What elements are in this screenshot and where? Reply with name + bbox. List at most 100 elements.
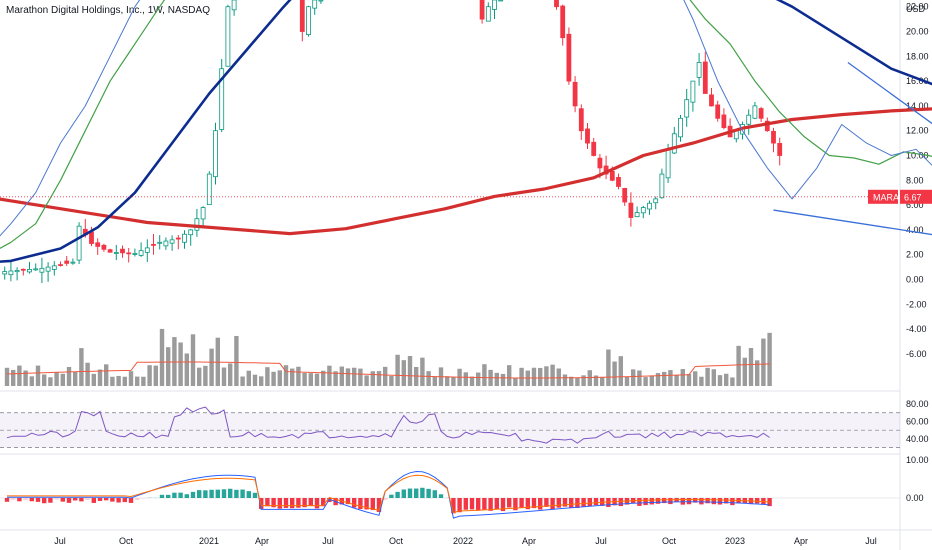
volume-bar [445, 376, 450, 386]
volume-bar [469, 376, 475, 386]
volume-bar [29, 376, 34, 386]
wedge-upper-trendline [847, 61, 932, 125]
candle-body [696, 62, 702, 78]
time-tick-label: 2022 [453, 536, 473, 546]
candle-body [58, 264, 63, 266]
candle-body [647, 202, 652, 210]
macd-histogram-bar [513, 498, 518, 511]
candle-body [101, 244, 107, 250]
volume-bar [556, 368, 561, 386]
volume-bar [575, 377, 580, 386]
candle-body [51, 265, 57, 270]
volume-bar [73, 371, 78, 386]
macd-histogram-bar [569, 498, 574, 508]
last-price-badge [900, 189, 932, 204]
macd-histogram-bar [97, 498, 103, 501]
candle-body [758, 108, 764, 119]
macd-histogram-bar [438, 494, 444, 498]
volume-bar [209, 348, 214, 386]
macd-histogram-bar [283, 498, 289, 508]
macd-histogram-bar [587, 498, 592, 507]
candle-body [151, 243, 156, 246]
volume-bar [618, 356, 623, 386]
price-tick-label: 12.00 [906, 126, 929, 136]
candle-body [45, 266, 51, 272]
time-tick-label: Apr [255, 536, 269, 546]
volume-bar [54, 372, 59, 386]
macd-histogram-bar [711, 498, 716, 505]
macd-histogram-bar [593, 498, 599, 506]
macd-histogram-bar [246, 491, 251, 498]
volume-bar [147, 365, 152, 386]
volume-bar [352, 367, 357, 386]
price-tick-label: -2.00 [906, 299, 927, 309]
macd-histogram-bar [414, 488, 419, 498]
volume-bar [190, 334, 196, 386]
macd-histogram-bar [730, 498, 735, 506]
volume-bar [178, 342, 183, 386]
candle-body [306, 6, 311, 36]
macd-histogram-bar [153, 497, 158, 499]
volume-bar [686, 374, 692, 386]
macd-histogram-bar [500, 498, 506, 512]
candle-body [479, 0, 485, 20]
rsi-tick-label: 60.00 [906, 416, 929, 426]
price-tick-label: -6.00 [906, 349, 927, 359]
macd-histogram-bar [531, 498, 537, 509]
macd-histogram-bar [240, 489, 245, 498]
volume-bar [662, 371, 667, 386]
volume-bar [606, 349, 611, 386]
candle-body [132, 253, 138, 255]
macd-histogram-bar [252, 492, 258, 498]
macd-histogram-bar [11, 498, 16, 500]
macd-histogram-bar [637, 498, 642, 506]
candle-body [560, 5, 566, 39]
macd-histogram-bar [190, 491, 196, 498]
candle-body [8, 270, 14, 276]
macd-histogram-bar [277, 498, 282, 509]
candle-body [27, 269, 32, 273]
volume-bar [643, 377, 648, 386]
volume-bar [631, 369, 636, 386]
volume-bar [476, 372, 481, 386]
macd-histogram-bar [432, 490, 437, 498]
macd-histogram-bar [308, 498, 313, 507]
volume-bar [66, 366, 72, 386]
volume-bar [376, 371, 382, 386]
volume-bar [60, 373, 65, 386]
volume-bar [432, 376, 437, 386]
macd-histogram-bar [662, 498, 667, 504]
macd-histogram-bar [116, 498, 121, 503]
candle-body [554, 0, 559, 8]
macd-histogram-bar [550, 498, 555, 510]
macd-histogram-bar [575, 498, 580, 508]
time-tick-label: Jul [865, 536, 877, 546]
candle-body [690, 80, 696, 103]
volume-bar [358, 368, 363, 386]
candle-body [157, 241, 163, 244]
volume-bar [507, 365, 512, 386]
volume-bar [389, 375, 394, 386]
ma-long-line [0, 0, 932, 263]
volume-bar [17, 365, 22, 386]
volume-bar [259, 376, 264, 386]
macd-histogram-bar [4, 498, 10, 502]
volume-bar [370, 371, 375, 386]
candle-body [213, 130, 218, 178]
volume-bar [569, 376, 574, 386]
macd-histogram-bar [42, 498, 47, 504]
candle-body [591, 141, 597, 156]
macd-histogram-bar [476, 498, 481, 511]
candle-body [144, 247, 150, 253]
time-tick-label: Jul [595, 536, 607, 546]
volume-bar [550, 364, 555, 386]
volume-bar [42, 374, 47, 386]
volume-bar [97, 369, 103, 386]
volume-bar [655, 373, 661, 386]
volume-bar [463, 372, 468, 386]
volume-bar [637, 370, 642, 386]
price-tick-label: 20.00 [906, 27, 929, 37]
macd-histogram-bar [178, 492, 183, 498]
candle-body [678, 117, 683, 138]
